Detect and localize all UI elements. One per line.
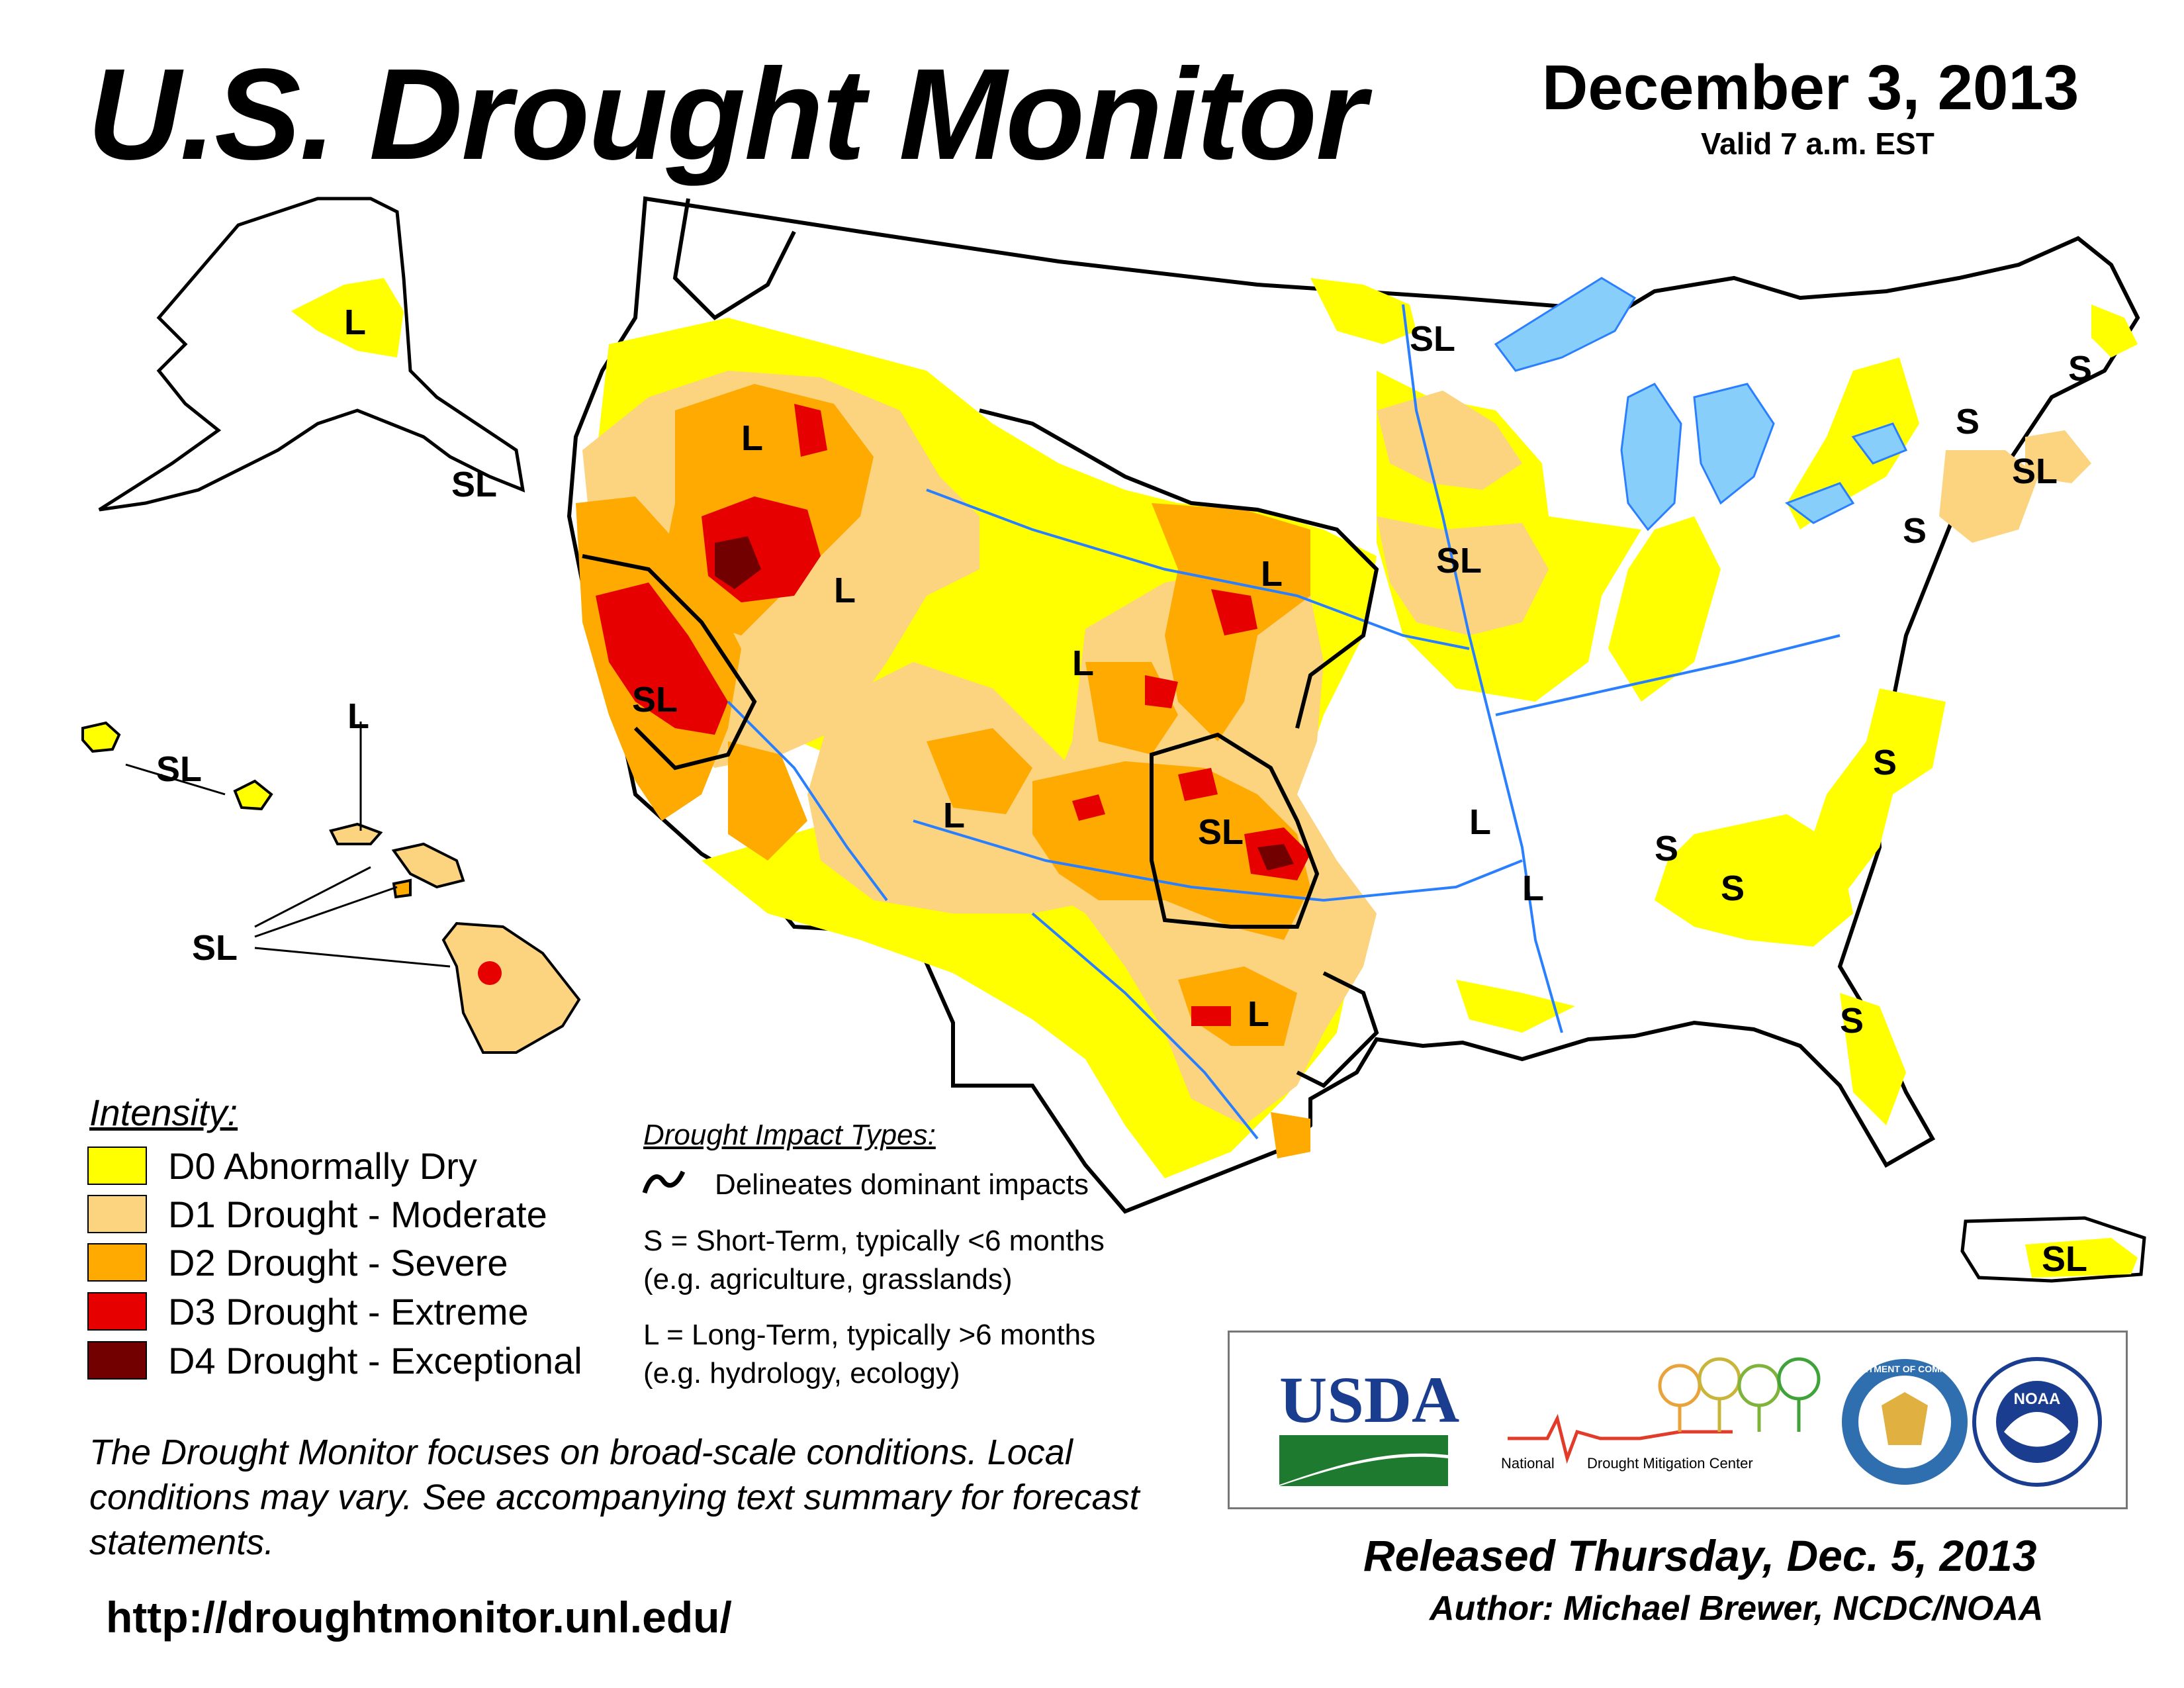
release-date: Released Thursday, Dec. 5, 2013 [1363,1531,2037,1580]
impact-label: SL [1410,319,1455,359]
impact-label: SL [1198,812,1244,852]
impact-label: SL [451,465,497,504]
map-date: December 3, 2013 [1542,52,2079,123]
impact-line-icon [642,1170,686,1194]
d4-areas [715,536,1294,870]
impact-label: L [741,418,763,458]
d3-swatch [87,1292,147,1331]
rivers [727,304,1841,1140]
noaa-logo: NOAA [1972,1357,2102,1487]
noaa-text: NOAA [2014,1390,2061,1408]
legend-item-d2: D2 Drought - Severe [87,1241,508,1284]
d1-swatch [87,1195,147,1233]
impact-label: L [943,796,965,835]
impact-long-term: L = Long-Term, typically >6 months [643,1319,1096,1351]
impact-label: SL [2042,1239,2087,1279]
impact-label: SL [632,680,678,720]
impact-label: S [1840,1001,1864,1041]
commerce-seal: DEPARTMENT OF COMMERCE [1837,1359,1974,1485]
impact-label: S [1721,868,1745,908]
d2-swatch [87,1243,147,1282]
logos-graphic: USDA National Drought Mitigation Center … [1279,1357,2102,1487]
ndmc-text-2: Drought Mitigation Center [1587,1455,1753,1472]
impact-labels: L SL SL L L SL SL L L SL SL L L L L S S … [156,303,2092,1279]
impact-boundaries [582,198,1379,1088]
legend-item-d4: D4 Drought - Exceptional [87,1339,582,1382]
commerce-text: DEPARTMENT OF COMMERCE [1837,1364,1974,1374]
impact-label: S [1956,402,1979,442]
alaska-d0 [291,278,404,357]
impact-label: L [834,571,856,610]
ndmc-logo: National Drought Mitigation Center [1501,1357,1821,1472]
impact-label: L [347,696,369,736]
legend-title: Intensity: [89,1092,238,1133]
great-lakes [1494,277,1908,532]
legend-item-d3: D3 Drought - Extreme [87,1290,529,1333]
legend-label: D0 Abnormally Dry [168,1145,477,1187]
disclaimer-note: The Drought Monitor focuses on broad-sca… [89,1432,1140,1562]
impact-label: SL [156,749,202,789]
d2-areas [576,384,1310,1158]
d4-swatch [87,1341,147,1380]
map-title: U.S. Drought Monitor [87,42,1367,187]
hawaii [81,721,581,1054]
impact-label: SL [2012,451,2058,491]
d0-swatch [87,1147,147,1185]
author: Author: Michael Brewer, NCDC/NOAA [1430,1589,2044,1628]
usda-logo: USDA [1279,1363,1459,1486]
impact-label: SL [192,928,238,968]
legend-item-d0: D0 Abnormally Dry [87,1145,477,1187]
usda-text: USDA [1279,1363,1459,1436]
legend-label: D3 Drought - Extreme [168,1290,529,1333]
puerto-rico [1960,1216,2146,1283]
impact-label: SL [1436,541,1482,581]
d3-areas [596,404,1310,1026]
impact-label: S [1903,511,1927,551]
legend-label: D2 Drought - Severe [168,1241,508,1284]
impact-label: S [1873,743,1897,782]
valid-time: Valid 7 a.m. EST [1701,126,1934,161]
website-link[interactable]: http://droughtmonitor.unl.edu/ [106,1593,732,1642]
impact-label: S [1655,829,1678,868]
ndmc-text-1: National [1501,1455,1555,1472]
impact-label: L [1522,868,1544,908]
impact-types-title: Drought Impact Types: [643,1119,936,1151]
impact-delineates-text: Delineates dominant impacts [715,1168,1089,1201]
impact-short-term: S = Short-Term, typically <6 months [643,1225,1105,1257]
legend-label: D1 Drought - Moderate [168,1193,547,1235]
impact-long-term-example: (e.g. hydrology, ecology) [643,1357,960,1389]
impact-label: L [344,303,366,342]
impact-short-term-example: (e.g. agriculture, grasslands) [643,1263,1013,1295]
impact-label: L [1072,643,1094,683]
impact-label: S [2068,349,2092,389]
legend-item-d1: D1 Drought - Moderate [87,1194,547,1235]
contiguous-us: L SL SL L L SL SL L L SL SL L L L L S S … [156,196,2140,1279]
impact-label: L [1261,554,1283,594]
partner-logos: USDA National Drought Mitigation Center … [1228,1331,2128,1509]
legend-label: D4 Drought - Exceptional [168,1339,582,1382]
impact-label: L [1248,994,1269,1034]
impact-label: L [1469,802,1491,842]
alaska [98,197,525,512]
